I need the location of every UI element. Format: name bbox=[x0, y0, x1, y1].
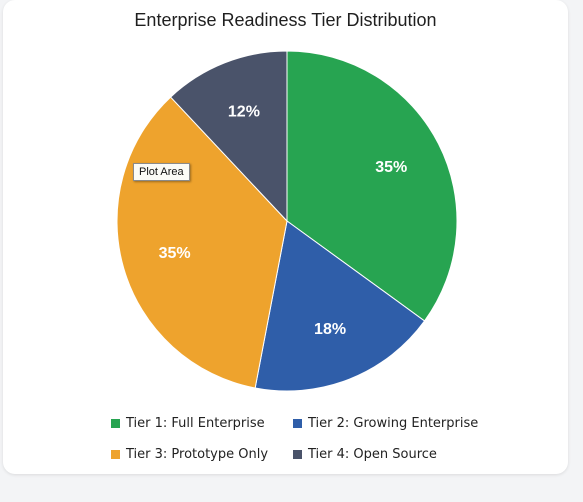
chart-title: Enterprise Readiness Tier Distribution bbox=[134, 10, 437, 30]
pie-chart[interactable]: 35% 18% 35% 12% bbox=[3, 0, 568, 474]
slice-label-tier-3: 35% bbox=[159, 245, 191, 262]
chart-card: Enterprise Readiness Tier Distribution 3… bbox=[3, 0, 568, 474]
slice-label-tier-2: 18% bbox=[314, 321, 346, 338]
legend-swatch-tier-3 bbox=[111, 450, 120, 459]
legend-item-tier-3[interactable]: Tier 3: Prototype Only bbox=[111, 447, 268, 462]
pie-slice-tier-2[interactable] bbox=[254, 220, 426, 392]
legend-swatch-tier-4 bbox=[293, 450, 302, 459]
legend-item-tier-2[interactable]: Tier 2: Growing Enterprise bbox=[293, 416, 478, 431]
slice-label-tier-4: 12% bbox=[228, 103, 260, 120]
legend-label-tier-2: Tier 2: Growing Enterprise bbox=[308, 416, 479, 431]
legend-swatch-tier-1 bbox=[111, 419, 120, 428]
legend-item-tier-4[interactable]: Tier 4: Open Source bbox=[293, 447, 437, 462]
legend-label-tier-1: Tier 1: Full Enterprise bbox=[126, 416, 265, 431]
pie-slices bbox=[116, 50, 458, 392]
legend-label-tier-4: Tier 4: Open Source bbox=[308, 447, 437, 462]
pie-labels: 35% 18% 35% 12% bbox=[159, 103, 408, 338]
legend-swatch-tier-2 bbox=[293, 419, 302, 428]
pie-slice-tier-4[interactable] bbox=[169, 50, 288, 223]
legend-item-tier-1[interactable]: Tier 1: Full Enterprise bbox=[111, 416, 265, 431]
legend-label-tier-3: Tier 3: Prototype Only bbox=[126, 447, 269, 462]
pie-slice-tier-1[interactable] bbox=[286, 50, 458, 322]
slice-label-tier-1: 35% bbox=[375, 159, 407, 176]
plot-area-tooltip: Plot Area bbox=[133, 163, 190, 181]
